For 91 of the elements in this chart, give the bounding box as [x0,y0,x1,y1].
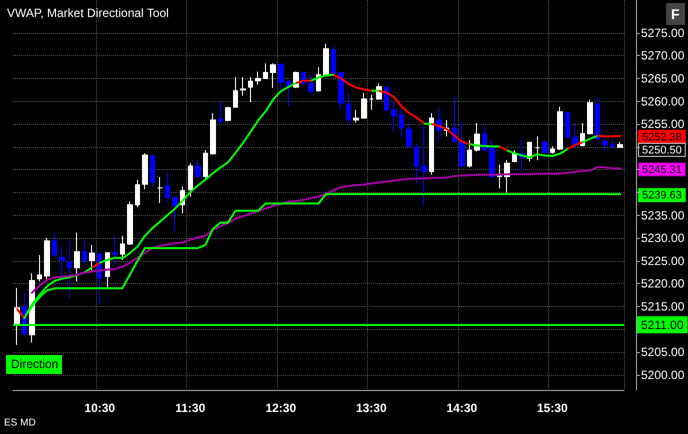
candlestick [421,122,427,208]
candlestick [127,201,133,246]
candlestick [270,62,276,89]
candlestick [286,79,291,108]
candlestick [535,136,540,161]
line-series [23,193,622,319]
candlestick [233,76,238,108]
candlestick [369,94,374,110]
candlestick [353,109,359,124]
y-tick-label: 5205.00 [641,345,685,360]
candlestick [255,71,261,86]
candlestick [172,196,178,232]
candlestick [361,92,367,120]
x-tick-label: 12:30 [265,401,296,415]
candlestick [112,234,118,266]
ref-line-label: 5211.00 [641,318,684,332]
candlestick [391,101,397,132]
candlestick [263,62,268,79]
candlestick [188,162,193,198]
candlestick [542,140,548,154]
candlestick [150,154,155,188]
y-tick-label: 5275.00 [641,26,685,40]
candlestick [323,43,329,76]
y-tick-label: 5265.00 [641,71,685,86]
line-series [30,166,622,294]
candlestick [210,112,216,156]
candlestick [338,72,344,110]
y-tick-label: 5230.00 [641,231,685,246]
candlestick [195,158,201,178]
candlestick [595,96,600,141]
candlestick [82,240,87,266]
candlestick [278,62,284,90]
y-tick-label: 5235.00 [641,208,685,222]
candlestick [602,137,608,152]
candlestick [248,76,253,103]
y-tick-label: 5260.00 [641,94,685,108]
x-tick-label: 15:30 [536,401,568,415]
x-tick-label: 14:30 [446,401,478,415]
y-tick-label: 5270.00 [641,48,685,63]
y-tick-label: 5220.00 [641,276,685,291]
candlestick [44,238,50,280]
candlestick [157,176,163,204]
candlestick [459,120,465,168]
y-tick-label: 5200.00 [641,368,685,382]
text: 5245.31 [642,164,682,176]
candlestick [135,179,140,208]
candlestick [165,172,170,202]
text: ES MD [4,418,36,428]
annotation: Direction [11,357,58,371]
text: 5239.63 [642,190,682,202]
candlestick [565,111,570,139]
candlestick [218,101,223,124]
candlestick [550,146,555,154]
candlestick [240,76,246,96]
line-series [16,74,622,319]
candlestick [52,232,57,259]
x-tick-label: 10:30 [84,401,116,415]
text: 5252.38 [642,131,682,144]
text: 5250.50 [642,144,682,156]
candlestick [67,240,72,299]
candlestick [89,244,95,271]
candlestick [587,99,593,136]
x-tick-label: 13:30 [356,401,387,415]
candlestick [346,92,351,125]
candlestick [399,109,404,138]
y-tick-label: 5215.00 [641,300,685,314]
candlestick [384,86,389,112]
candlestick [512,150,517,163]
candlestick [429,112,434,176]
candlestick [74,232,80,282]
candlestick [225,106,231,122]
candlestick [37,254,42,282]
candlestick [120,235,125,260]
candlestick [406,122,412,148]
y-tick-label: 5225.00 [641,254,685,268]
candlestick [467,140,472,168]
candlestick [497,164,502,189]
x-tick-label: 11:30 [175,401,206,415]
candlestick [414,142,419,184]
candlestick [617,141,623,148]
candlestick [489,140,495,178]
candlestick [557,106,563,151]
candlestick [203,150,208,180]
candlestick [59,246,65,277]
candlestick [308,74,314,94]
y-tick-label: 5255.00 [641,117,685,132]
candlestick [142,152,148,190]
candlestick [331,45,336,75]
text: F [671,6,680,22]
candlestick [610,138,615,149]
text: VWAP, Market Directional Tool [7,6,169,20]
